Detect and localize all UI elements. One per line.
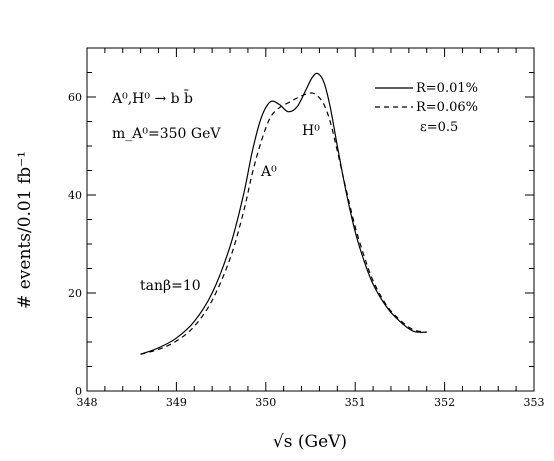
y-tick-label: 20	[68, 287, 82, 300]
series-line-dashed	[140, 92, 427, 355]
annotation-peak-a: A⁰	[260, 164, 277, 180]
x-tick-label: 351	[345, 396, 366, 409]
series-lines	[140, 72, 427, 355]
annotation-peak-h: H⁰	[302, 123, 320, 139]
x-axis-label: √s (GeV)	[273, 432, 347, 452]
axis-ticks	[86, 47, 535, 392]
legend: R=0.01% R=0.06% ε=0.5	[375, 81, 478, 135]
annotation-mass: m_A⁰=350 GeV	[112, 126, 221, 142]
y-axis-label: # events/0.01 fb⁻¹	[15, 151, 35, 309]
annotation-tanbeta: tanβ=10	[140, 278, 201, 294]
y-tick-label: 0	[75, 385, 82, 398]
x-tick-label: 349	[166, 396, 187, 409]
annotation-process: A⁰,H⁰ → b b̄	[111, 89, 193, 107]
legend-label-dashed: R=0.06%	[416, 100, 478, 115]
y-tick-label: 60	[68, 91, 82, 104]
legend-label-solid: R=0.01%	[416, 81, 478, 96]
x-tick-label: 352	[434, 396, 455, 409]
series-line-solid	[140, 72, 427, 355]
x-tick-label: 348	[77, 396, 98, 409]
x-tick-label: 350	[255, 396, 276, 409]
x-tick-label: 353	[524, 396, 545, 409]
axis-tick-labels: 348 349 350 351 352 353 0 20 40 60	[68, 91, 545, 409]
annotation-epsilon: ε=0.5	[420, 120, 458, 135]
y-tick-label: 40	[68, 189, 82, 202]
